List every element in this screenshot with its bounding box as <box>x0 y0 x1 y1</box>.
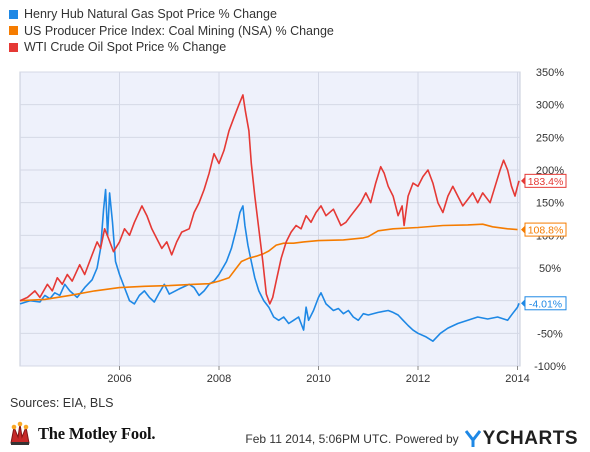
end-label-pointer <box>521 299 525 308</box>
motley-fool-wordmark: The Motley Fool. <box>38 424 156 443</box>
legend-swatch <box>9 9 18 19</box>
y-tick-label: -100% <box>534 361 566 373</box>
end-label-pointer <box>521 225 525 234</box>
footer-attribution: Feb 11 2014, 5:06PM UTC. Powered by YCHA… <box>245 428 578 450</box>
series-line-2 <box>19 94 520 305</box>
x-tick-label: 2014 <box>505 373 529 385</box>
chart-legend: Henry Hub Natural Gas Spot Price % Chang… <box>4 6 334 56</box>
end-value-label: -4.01% <box>529 298 562 310</box>
legend-item: US Producer Price Index: Coal Mining (NS… <box>4 23 334 40</box>
legend-item: Henry Hub Natural Gas Spot Price % Chang… <box>4 6 334 23</box>
legend-label: WTI Crude Oil Spot Price % Change <box>24 40 227 54</box>
chart: -100%-50%0%50%100%150%200%250%300%350%20… <box>19 67 567 385</box>
ycharts-wordmark: YCHARTS <box>482 428 578 449</box>
end-label-pointer <box>521 176 525 185</box>
ycharts-y-icon <box>464 430 481 447</box>
powered-by-text: Powered by <box>395 432 459 446</box>
end-value-label: 183.4% <box>528 176 564 188</box>
y-tick-label: 50% <box>539 263 561 275</box>
series-line-0 <box>19 188 520 342</box>
x-tick-label: 2008 <box>207 373 231 385</box>
jester-cap-icon <box>10 421 30 445</box>
x-tick-label: 2006 <box>107 373 131 385</box>
x-tick-label: 2012 <box>406 373 430 385</box>
end-label-box <box>524 173 567 188</box>
y-tick-label: 350% <box>536 67 564 79</box>
y-tick-label: -50% <box>537 328 563 340</box>
legend-label: Henry Hub Natural Gas Spot Price % Chang… <box>24 7 277 21</box>
y-tick-label: 150% <box>536 198 564 210</box>
legend-swatch <box>9 42 18 52</box>
motley-fool-logo[interactable]: The Motley Fool. <box>8 420 156 448</box>
legend-swatch <box>9 26 18 36</box>
chart-sources: Sources: EIA, BLS <box>10 396 114 410</box>
end-label-box <box>524 222 567 237</box>
ycharts-logo[interactable]: YCHARTS <box>464 428 578 450</box>
end-value-label: 108.8% <box>528 225 564 237</box>
timestamp: Feb 11 2014, 5:06PM UTC. <box>245 432 392 446</box>
legend-label: US Producer Price Index: Coal Mining (NS… <box>24 23 334 38</box>
legend-item: WTI Crude Oil Spot Price % Change <box>4 39 334 56</box>
plot-area <box>19 71 521 367</box>
end-label-box <box>524 296 567 311</box>
x-tick-label: 2010 <box>306 373 330 385</box>
series-line-1 <box>19 223 518 302</box>
y-tick-label: 250% <box>536 132 564 144</box>
y-tick-label: 300% <box>536 100 564 112</box>
